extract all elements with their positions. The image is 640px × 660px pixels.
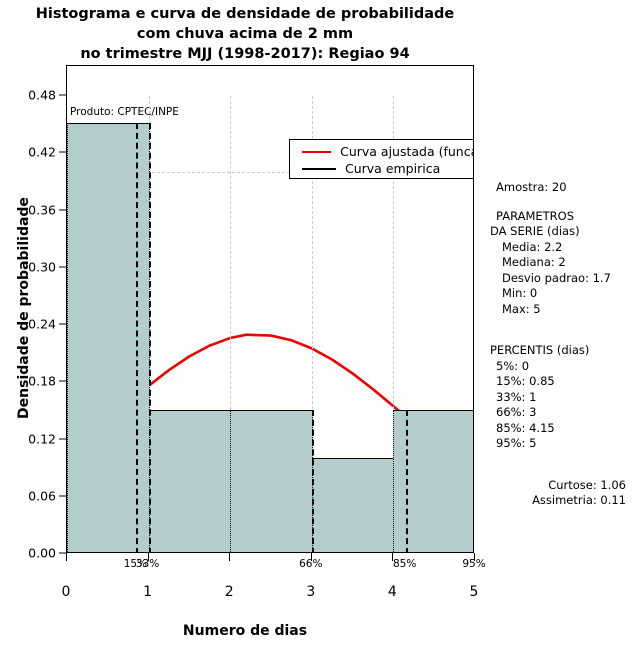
y-axis-tick-label: 0.00 bbox=[28, 545, 56, 561]
title-line-2: com chuva acima de 2 mm bbox=[136, 26, 354, 42]
x-axis-tick-label: 1 bbox=[143, 584, 153, 600]
x-axis-tick-label: 3 bbox=[306, 584, 316, 600]
stat-p33: 33%: 1 bbox=[496, 389, 537, 404]
y-axis-tick-label: 0.18 bbox=[28, 373, 56, 389]
y-axis-tick-mark bbox=[59, 266, 66, 268]
y-axis-tick-mark bbox=[59, 380, 66, 382]
plot-area: Produto: CPTEC/INPE Curva ajustada (func… bbox=[66, 65, 474, 553]
y-axis-tick-mark bbox=[59, 552, 66, 554]
legend-swatch-fitted bbox=[302, 150, 332, 153]
percentile-line bbox=[473, 410, 474, 553]
legend-label-fitted: Curva ajustada (funcao Normal) bbox=[340, 144, 473, 159]
gridline-vertical bbox=[393, 96, 395, 552]
stat-amostra: Amostra: 20 bbox=[496, 180, 567, 194]
y-axis-tick-mark bbox=[59, 151, 66, 153]
title-line-3: no trimestre MJJ (1998-2017): Regiao 94 bbox=[80, 46, 410, 62]
y-axis-tick-mark bbox=[59, 438, 66, 439]
x-axis-tick-mark bbox=[392, 553, 394, 561]
bar-edge bbox=[393, 409, 395, 552]
empirical-curve-segment bbox=[311, 457, 394, 459]
percentile-line bbox=[136, 122, 139, 552]
gridline-vertical bbox=[230, 96, 232, 552]
title-line-1: Histograma e curva de densidade de proba… bbox=[35, 6, 455, 22]
percentile-axis-label: 85% bbox=[392, 558, 417, 570]
y-axis-tick-label: 0.48 bbox=[28, 87, 56, 103]
chart-legend: Curva ajustada (funcao Normal) Curva emp… bbox=[289, 139, 473, 179]
percentile-line bbox=[405, 409, 408, 552]
produto-annotation: Produto: CPTEC/INPE bbox=[70, 106, 179, 118]
x-axis-tick-label: 4 bbox=[387, 584, 397, 600]
stat-p66: 66%: 3 bbox=[496, 405, 537, 419]
empirical-curve-segment bbox=[393, 409, 473, 411]
x-axis-title: Numero de dias bbox=[182, 623, 308, 639]
statistics-panel: Amostra: 20 PARAMETROS DA SERIE (dias) M… bbox=[490, 180, 640, 509]
stat-assimetria: Assimetria: 0.11 bbox=[532, 493, 626, 507]
empirical-curve-segment bbox=[67, 122, 149, 124]
stat-parametros-header-2: DA SERIE (dias) bbox=[490, 224, 580, 238]
x-axis-tick-mark bbox=[229, 553, 231, 561]
y-axis-tick-label: 0.24 bbox=[28, 316, 56, 332]
data-area bbox=[67, 96, 474, 553]
y-axis-tick-label: 0.06 bbox=[28, 488, 56, 504]
percentile-line bbox=[148, 122, 151, 552]
stat-p15: 15%: 0.85 bbox=[496, 374, 555, 388]
x-axis-tick-mark bbox=[147, 553, 149, 561]
y-axis-tick-mark bbox=[59, 323, 66, 325]
percentile-line bbox=[311, 409, 314, 552]
x-axis-tick-label: 5 bbox=[469, 584, 479, 600]
x-axis-tick-mark bbox=[66, 553, 67, 561]
y-axis-title: Densidade de probabilidade bbox=[16, 197, 32, 419]
stat-mediana: Mediana: 2 bbox=[502, 255, 566, 269]
stat-p5: 5%: 0 bbox=[496, 358, 530, 373]
y-axis-tick-label: 0.36 bbox=[28, 202, 56, 217]
histogram-bar bbox=[67, 122, 149, 552]
empirical-curve-segment bbox=[148, 409, 231, 411]
stat-curtose: Curtose: 1.06 bbox=[548, 477, 626, 492]
percentile-axis-label: 66% bbox=[299, 558, 323, 570]
histogram-bar bbox=[148, 409, 231, 552]
percentile-axis-label: 95% bbox=[462, 558, 486, 570]
stat-p85: 85%: 4.15 bbox=[496, 420, 555, 435]
y-axis-tick-label: 0.30 bbox=[28, 259, 56, 275]
chart-title: Histograma e curva de densidade de proba… bbox=[0, 4, 490, 64]
stat-parametros-header-1: PARAMETROS bbox=[496, 208, 575, 223]
x-axis-tick-mark bbox=[474, 553, 475, 561]
y-axis-tick-mark bbox=[59, 209, 66, 210]
legend-swatch-empirical bbox=[302, 167, 336, 170]
empirical-curve-segment bbox=[230, 409, 312, 411]
x-axis-tick-mark bbox=[310, 553, 312, 561]
y-axis-tick-mark bbox=[59, 94, 66, 96]
stat-percentis-header: PERCENTIS (dias) bbox=[490, 343, 590, 357]
stat-p95: 95%: 5 bbox=[496, 436, 537, 450]
percentile-axis-label: 15% bbox=[123, 558, 148, 570]
legend-item-fitted: Curva ajustada (funcao Normal) bbox=[302, 143, 473, 160]
stat-max: Max: 5 bbox=[502, 301, 541, 316]
legend-label-empirical: Curva empirica bbox=[345, 161, 441, 176]
histogram-bar bbox=[230, 409, 312, 552]
histogram-bar bbox=[311, 457, 394, 552]
y-axis-tick-mark bbox=[59, 495, 66, 497]
y-axis-tick-label: 0.12 bbox=[28, 431, 56, 446]
bar-edge bbox=[67, 122, 68, 552]
gridline-horizontal bbox=[67, 172, 473, 174]
bar-edge bbox=[230, 409, 232, 552]
y-axis-tick-label: 0.42 bbox=[28, 144, 56, 160]
x-axis-tick-label: 0 bbox=[61, 584, 71, 600]
stat-desvio-padrao: Desvio padrao: 1.7 bbox=[502, 270, 611, 285]
stat-min: Min: 0 bbox=[502, 286, 538, 300]
percentile-axis-label: 33% bbox=[135, 558, 160, 570]
legend-item-empirical: Curva empirica bbox=[302, 160, 473, 177]
gridline-vertical bbox=[311, 96, 314, 552]
x-axis-tick-label: 2 bbox=[224, 584, 234, 600]
stat-media: Media: 2.2 bbox=[502, 239, 563, 254]
